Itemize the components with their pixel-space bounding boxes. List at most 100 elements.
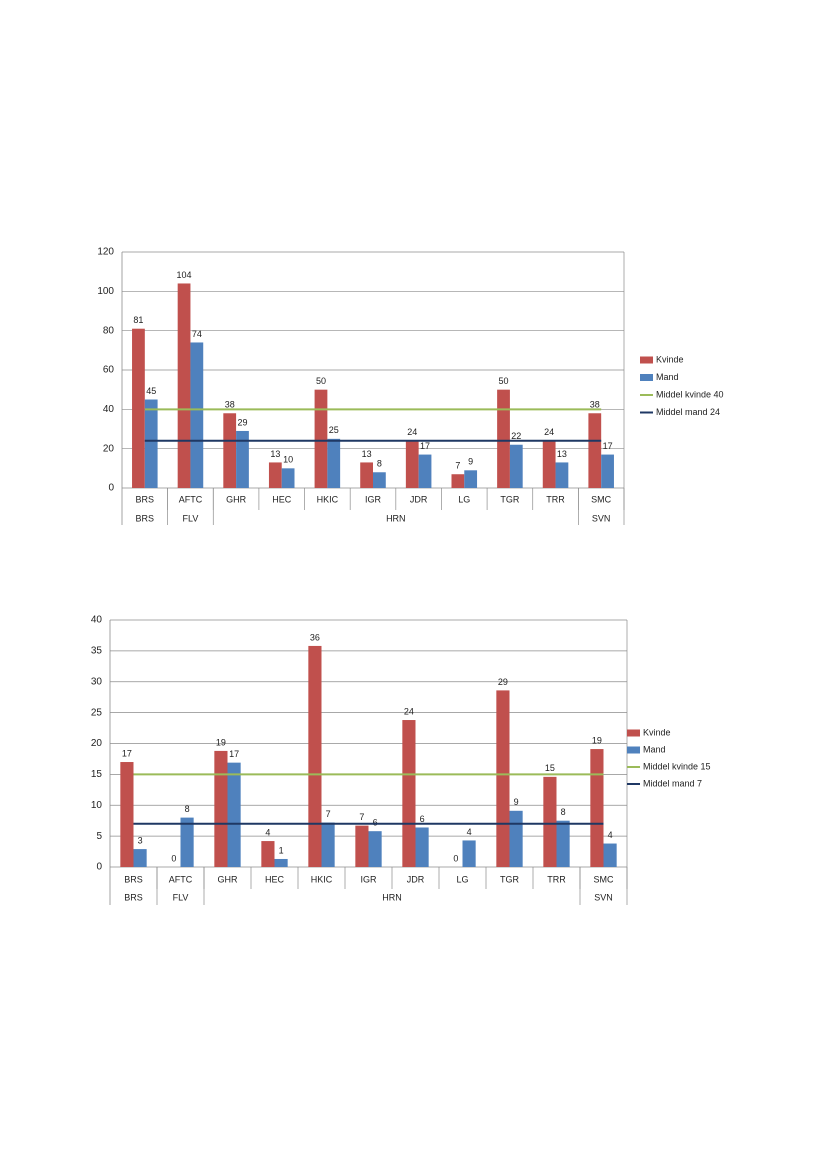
- legend-label: Middel kvinde 15: [643, 761, 711, 771]
- data-label: 24: [407, 427, 417, 437]
- bar: [133, 849, 147, 867]
- data-label: 8: [561, 807, 566, 817]
- y-tick-label: 5: [96, 831, 102, 842]
- y-tick-label: 100: [97, 286, 114, 297]
- legend-label: Middel kvinde 40: [656, 389, 724, 399]
- data-label: 19: [216, 737, 226, 747]
- data-label: 29: [498, 677, 508, 687]
- bar: [227, 762, 241, 867]
- data-label: 8: [185, 804, 190, 814]
- group-label: FLV: [183, 513, 199, 523]
- x-tick-label: AFTC: [169, 874, 193, 884]
- y-tick-label: 120: [97, 247, 114, 258]
- bar: [509, 810, 523, 867]
- bar: [368, 831, 382, 867]
- x-tick-label: HEC: [265, 874, 285, 884]
- bar: [451, 474, 465, 488]
- data-label: 104: [177, 270, 192, 280]
- bar: [314, 389, 328, 488]
- legend-swatch: [640, 356, 653, 364]
- group-label: FLV: [173, 892, 189, 902]
- data-label: 1: [279, 845, 284, 855]
- x-tick-label: LG: [458, 494, 470, 504]
- group-label: SVN: [592, 513, 611, 523]
- bar: [497, 389, 510, 488]
- bar: [601, 454, 614, 488]
- legend-label: Kvinde: [643, 727, 671, 737]
- group-label: HRN: [386, 513, 406, 523]
- group-label: BRS: [124, 892, 143, 902]
- bar: [590, 749, 604, 867]
- bar: [360, 462, 373, 488]
- data-label: 13: [362, 449, 372, 459]
- data-label: 15: [545, 763, 555, 773]
- group-label: SVN: [594, 892, 613, 902]
- data-label: 50: [499, 376, 509, 386]
- bar: [214, 750, 228, 867]
- bar: [405, 440, 419, 488]
- y-tick-label: 25: [91, 707, 103, 718]
- data-label: 24: [544, 427, 554, 437]
- bar: [588, 413, 602, 488]
- bar: [144, 399, 158, 488]
- data-label: 4: [467, 827, 472, 837]
- data-label: 0: [453, 853, 458, 863]
- y-tick-label: 80: [103, 325, 115, 336]
- bar: [603, 843, 617, 867]
- x-tick-label: TRR: [546, 494, 565, 504]
- data-label: 38: [590, 400, 600, 410]
- data-label: 8: [377, 459, 382, 469]
- y-tick-label: 20: [103, 443, 115, 454]
- data-label: 7: [326, 809, 331, 819]
- data-label: 10: [283, 455, 293, 465]
- bar: [177, 283, 191, 488]
- data-label: 7: [455, 461, 460, 471]
- bar: [261, 841, 275, 867]
- bar: [281, 468, 295, 488]
- data-label: 50: [316, 376, 326, 386]
- x-tick-label: JDR: [407, 874, 425, 884]
- x-tick-label: JDR: [410, 494, 428, 504]
- bar: [223, 413, 237, 488]
- y-tick-label: 15: [91, 769, 103, 780]
- x-tick-label: HEC: [272, 494, 292, 504]
- bar: [555, 462, 569, 488]
- data-label: 0: [171, 853, 176, 863]
- x-tick-label: HKIC: [311, 874, 333, 884]
- x-tick-label: TGR: [500, 874, 519, 884]
- bar: [236, 430, 249, 488]
- legend-swatch: [627, 746, 640, 754]
- bar: [274, 858, 288, 867]
- bar: [542, 440, 556, 488]
- y-tick-label: 60: [103, 365, 115, 376]
- data-label: 24: [404, 706, 414, 716]
- bar: [308, 645, 322, 867]
- x-tick-label: TRR: [547, 874, 566, 884]
- y-tick-label: 10: [91, 800, 103, 811]
- group-label: HRN: [382, 892, 402, 902]
- x-tick-label: IGR: [365, 494, 382, 504]
- bar: [418, 454, 432, 488]
- data-label: 6: [420, 814, 425, 824]
- data-label: 9: [468, 457, 473, 467]
- data-label: 45: [146, 386, 156, 396]
- x-tick-label: BRS: [136, 494, 155, 504]
- data-label: 22: [511, 431, 521, 441]
- x-tick-label: GHR: [218, 874, 239, 884]
- bar: [190, 342, 204, 488]
- data-label: 38: [225, 400, 235, 410]
- y-tick-label: 0: [108, 483, 114, 494]
- legend-label: Middel mand 7: [643, 778, 702, 788]
- y-tick-label: 20: [91, 738, 103, 749]
- data-label: 13: [557, 449, 567, 459]
- data-label: 6: [373, 818, 378, 828]
- data-label: 4: [608, 830, 613, 840]
- bar: [556, 820, 570, 867]
- x-tick-label: GHR: [226, 494, 247, 504]
- data-label: 29: [237, 417, 247, 427]
- bar: [268, 462, 282, 488]
- bar: [543, 776, 557, 867]
- legend-label: Mand: [643, 744, 666, 754]
